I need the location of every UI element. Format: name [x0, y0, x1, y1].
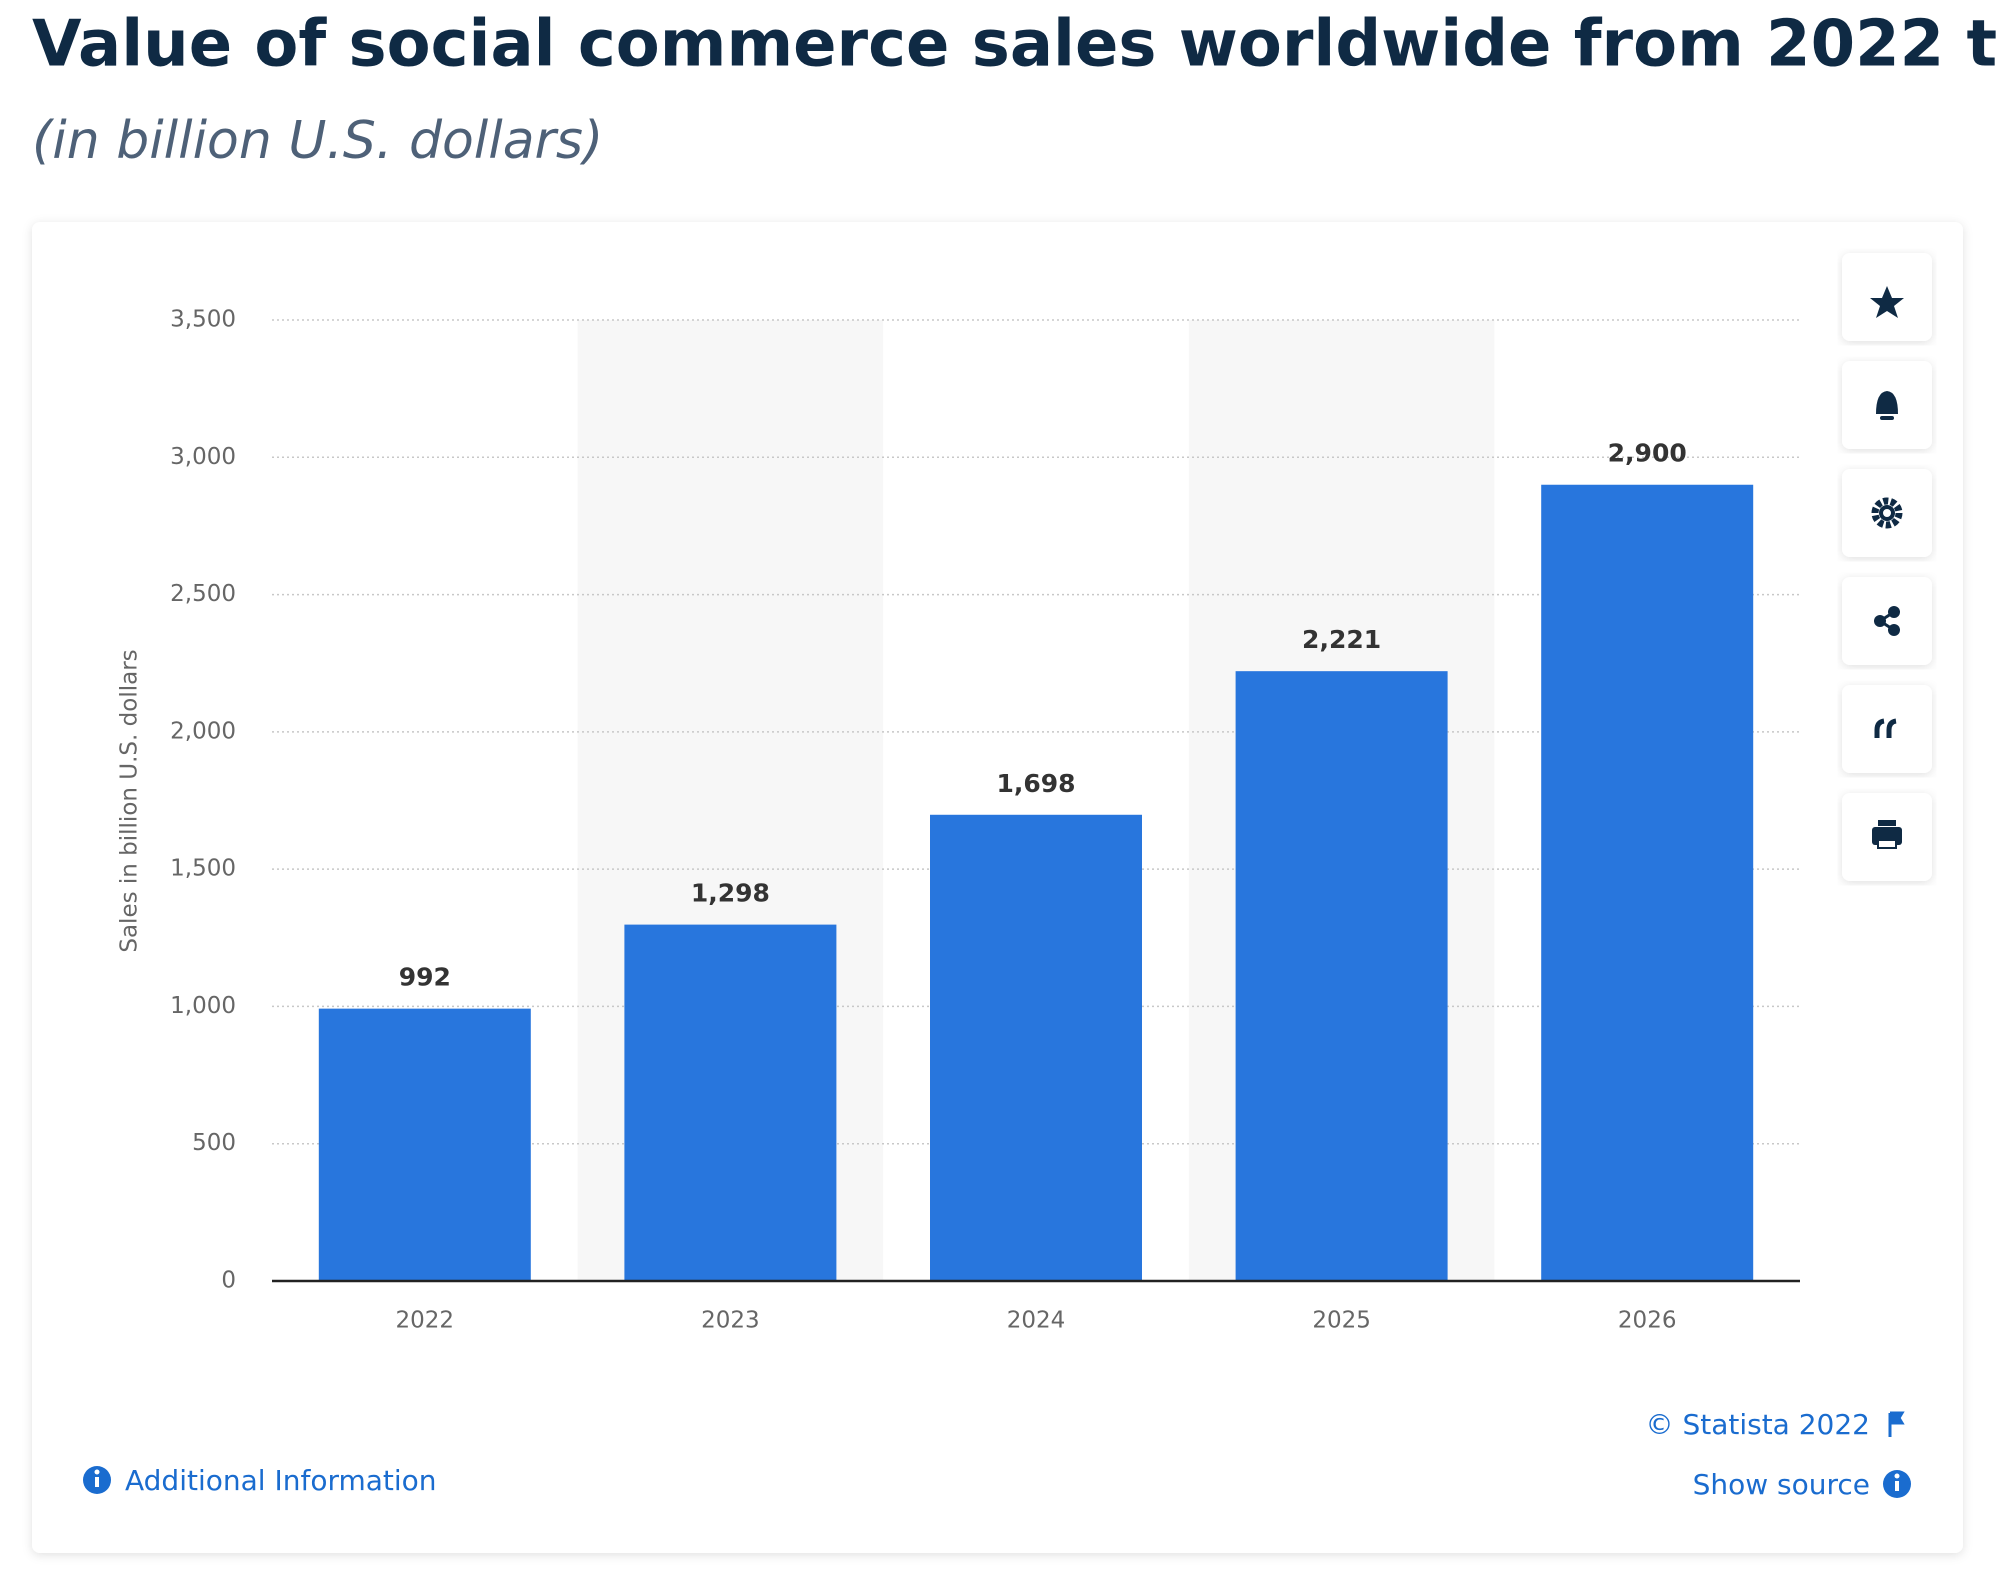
- y-tick-label: 1,000: [170, 993, 236, 1019]
- y-tick-label: 2,000: [170, 718, 236, 744]
- value-label: 992: [399, 963, 451, 992]
- info-link[interactable]: Additional Information: [83, 1464, 437, 1497]
- y-tick-label: 2,500: [170, 581, 236, 607]
- cite-button[interactable]: [1842, 685, 1932, 773]
- y-tick-label: 1,500: [170, 856, 236, 882]
- favorite-button[interactable]: [1842, 253, 1932, 341]
- bar: [1541, 484, 1754, 1281]
- y-tick-label: 3,500: [170, 307, 236, 333]
- alert-button[interactable]: [1842, 361, 1932, 449]
- x-tick-label: 2022: [396, 1308, 455, 1334]
- show-source: Show source: [1693, 1468, 1870, 1501]
- x-tick-label: 2023: [701, 1308, 760, 1334]
- source-link[interactable]: Show source: [1693, 1468, 1911, 1501]
- x-tick-label: 2024: [1007, 1308, 1066, 1334]
- value-label: 2,221: [1302, 625, 1381, 654]
- bar: [930, 814, 1142, 1281]
- value-label: 1,698: [996, 769, 1075, 798]
- y-axis-label: Sales in billion U.S. dollars: [117, 649, 143, 952]
- value-label: 2,900: [1608, 439, 1687, 468]
- additional-info: Additional Information: [125, 1464, 437, 1497]
- bar: [624, 924, 837, 1281]
- y-tick-label: 0: [221, 1268, 236, 1294]
- chart-subtitle: (in billion U.S. dollars): [32, 111, 603, 171]
- value-label: 1,298: [691, 879, 770, 908]
- print-button[interactable]: [1842, 793, 1932, 881]
- plot: 0 500 1,000 1,500 2,000 2,500 3,000 3,500 2022 99…: [170, 307, 1800, 1334]
- y-tick-label: 500: [192, 1130, 236, 1156]
- bar: [318, 1008, 531, 1281]
- toolbar: [1842, 253, 1932, 881]
- settings-button[interactable]: [1842, 469, 1932, 557]
- credit: © Statista 2022: [1646, 1408, 1870, 1441]
- chart-title: Value of social commerce sales worldwide…: [32, 8, 1999, 82]
- x-tick-label: 2025: [1312, 1308, 1371, 1334]
- x-tick-label: 2026: [1618, 1308, 1677, 1334]
- credit-link[interactable]: © Statista 2022: [1646, 1408, 1905, 1441]
- bar: [1235, 671, 1448, 1281]
- y-tick-label: 3,000: [170, 444, 236, 470]
- share-button[interactable]: [1842, 577, 1932, 665]
